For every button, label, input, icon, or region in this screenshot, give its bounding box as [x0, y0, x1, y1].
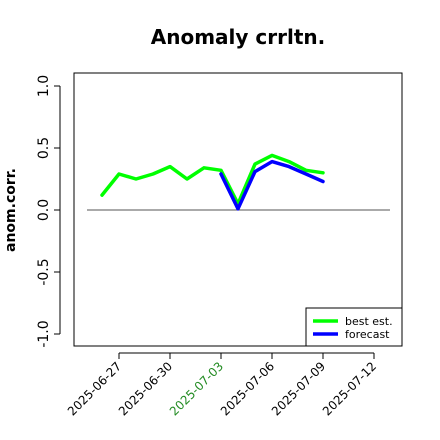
plot-area — [73, 72, 403, 347]
legend-entry-label: forecast — [345, 328, 390, 341]
y-tick-label: 0.5 — [36, 137, 52, 159]
series-line-forecast — [219, 159, 325, 211]
legend-box — [305, 307, 403, 347]
x-tick-label: 2025-06-30 — [116, 359, 175, 418]
y-axis: -1.0 -0.5 0.0 0.5 1.0 — [36, 75, 61, 348]
x-tick-label: 2025-07-06 — [218, 359, 277, 418]
series-line-best-est — [100, 153, 325, 206]
series-group — [100, 153, 325, 211]
x-tick-label: 2025-07-03 — [167, 359, 226, 418]
x-axis: 2025-06-272025-06-302025-07-032025-07-06… — [65, 352, 379, 418]
legend-entry-label: best est. — [345, 315, 393, 328]
legend: best est.forecast — [305, 307, 403, 347]
y-tick-label: -1.0 — [36, 320, 52, 347]
x-tick-label: 2025-07-09 — [269, 359, 328, 418]
chart-title: Anomaly crrltn. — [151, 25, 325, 49]
y-tick-label: 0.0 — [36, 199, 52, 221]
y-tick-label: -0.5 — [36, 258, 52, 285]
x-tick-label: 2025-07-12 — [320, 359, 379, 418]
y-tick-label: 1.0 — [36, 75, 52, 97]
y-axis-label: anom.corr. — [3, 168, 19, 252]
x-tick-label: 2025-06-27 — [65, 359, 124, 418]
